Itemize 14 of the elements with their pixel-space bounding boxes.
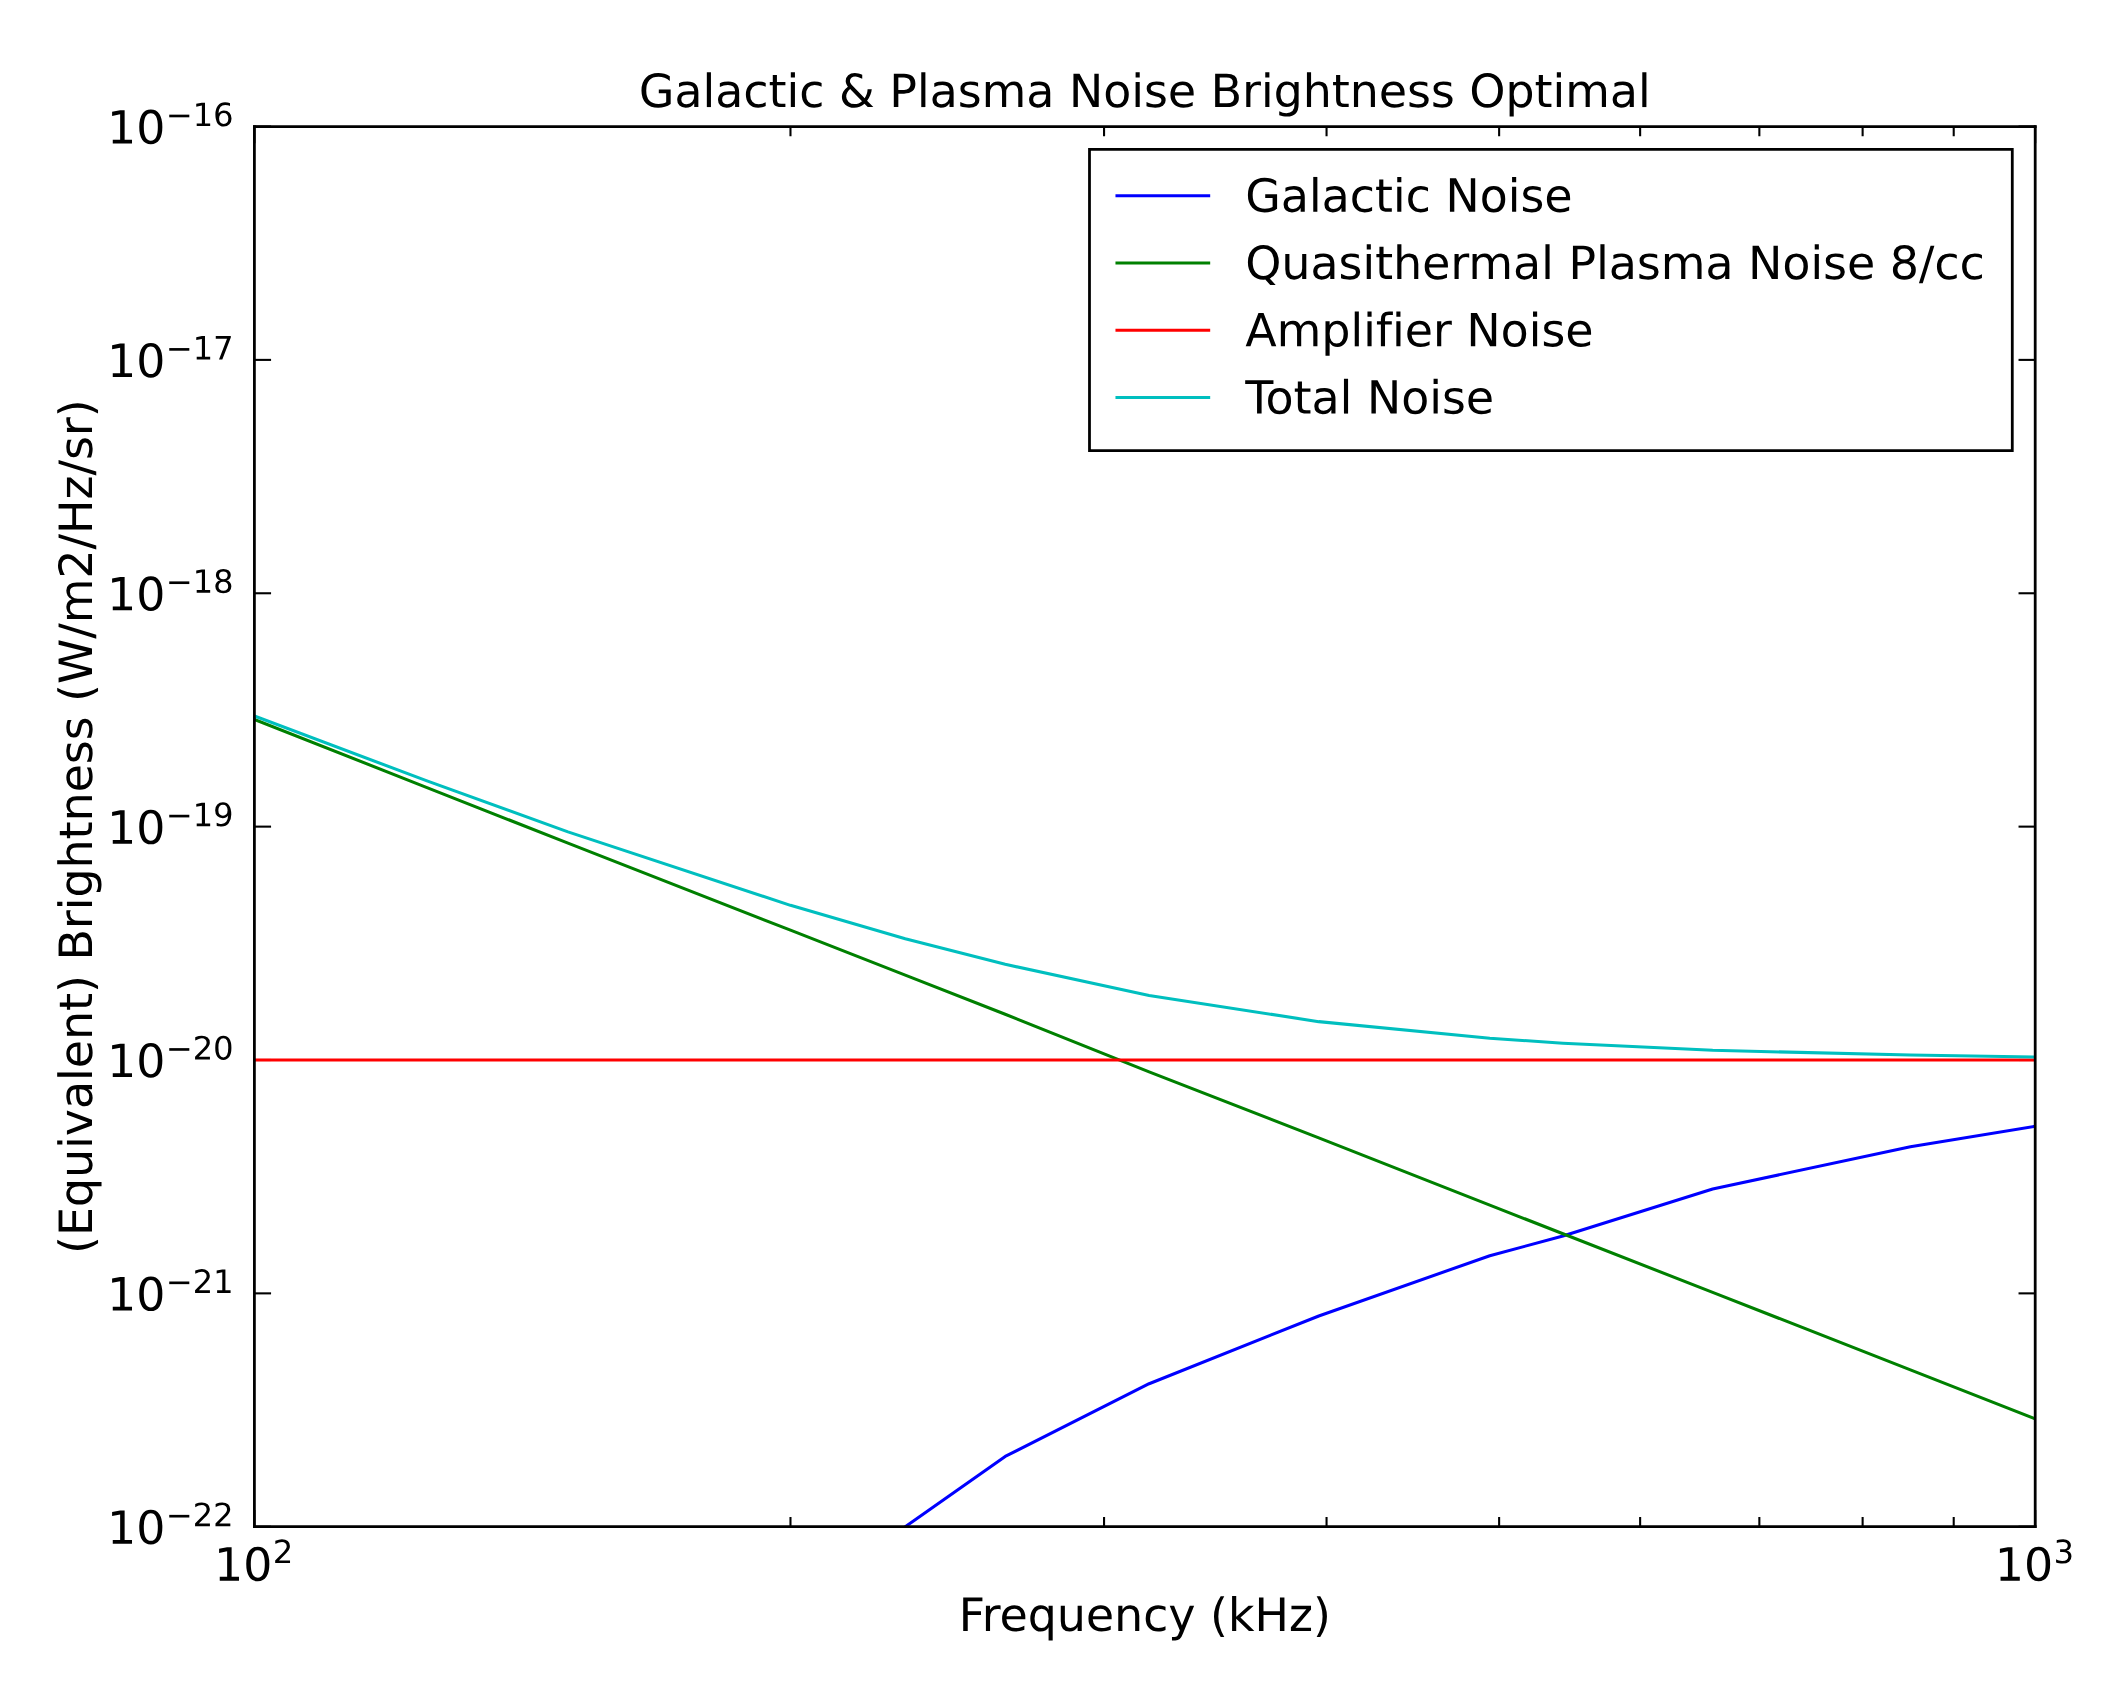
legend-label: Quasithermal Plasma Noise 8/cc [1247, 244, 1982, 285]
legend-label: Total Noise [1245, 378, 1492, 415]
y-axis-title: (Equivalent) Brightness (W/m2/Hz/sr) [57, 403, 102, 1250]
x-tick-label: 10$^{3}$ [1999, 1539, 2072, 1582]
y-tick-label: 10$^{−20}$ [112, 1035, 232, 1078]
chart-title: Galactic & Plasma Noise Brightness Optimal [641, 72, 1647, 117]
y-tick-label: 10$^{−17}$ [112, 336, 231, 378]
legend-label: Galactic Noise [1247, 176, 1571, 213]
y-tick-label: 10$^{−19}$ [112, 802, 232, 845]
y-tick-label: 10$^{−16}$ [112, 102, 232, 145]
legend-label: Amplifier Noise [1245, 311, 1592, 356]
y-tick-label: 10$^{−21}$ [112, 1269, 231, 1312]
x-axis-title: Frequency (kHz) [963, 1596, 1327, 1641]
y-tick-label: 10$^{−18}$ [112, 568, 232, 611]
